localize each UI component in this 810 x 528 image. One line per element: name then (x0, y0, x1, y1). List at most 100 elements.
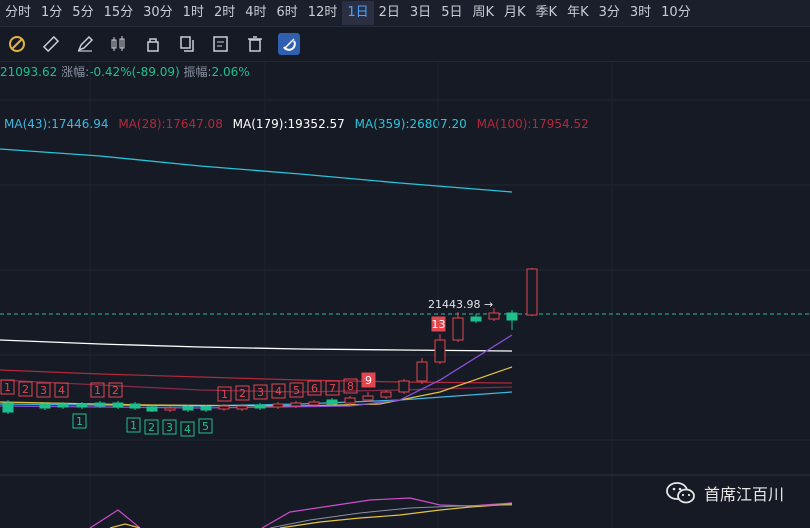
indicator-pink-line (89, 497, 513, 528)
candle-body (452, 317, 464, 341)
sequence-marker: 1 (90, 382, 105, 398)
copy-icon (180, 36, 194, 52)
timeframe-tab[interactable]: 1时 (182, 5, 204, 20)
timeframe-tab[interactable]: 2时 (213, 5, 236, 20)
sequence-marker-text: 2 (239, 387, 246, 400)
ruler-icon (42, 35, 60, 53)
ma-179-line (0, 339, 513, 352)
watermark-text: 首席江百川 (703, 485, 784, 504)
candle-body (434, 339, 446, 363)
change-label: 涨幅: (61, 65, 90, 79)
sequence-marker-text: 13 (432, 318, 446, 331)
sequence-marker: 9 (361, 372, 376, 388)
timeframe-tab[interactable]: 5日 (441, 5, 463, 20)
indicator-grey-line (269, 504, 513, 528)
candle-body (112, 402, 124, 408)
ma-28-line (0, 379, 513, 393)
candle-icon (111, 36, 125, 51)
timeframe-tab[interactable]: 周K (472, 5, 494, 20)
sequence-marker: 5 (289, 382, 304, 398)
sequence-marker: 4 (54, 382, 69, 398)
timeframe-tab[interactable]: 1日 (342, 1, 374, 25)
timeframe-tab[interactable]: 2日 (378, 5, 400, 20)
timeframe-tab[interactable]: 10分 (661, 5, 691, 20)
timeframe-tab[interactable]: 15分 (103, 5, 134, 20)
timeframe-tab[interactable]: 月K (504, 5, 526, 20)
sequence-marker: 2 (18, 381, 33, 397)
timeframe-tab[interactable]: 年K (567, 5, 589, 20)
sequence-marker: 3 (36, 382, 51, 398)
lock-tool[interactable] (136, 29, 170, 59)
timeframe-tab[interactable]: 1分 (41, 5, 63, 20)
sequence-marker: 8 (343, 378, 358, 394)
sequence-marker-text: 6 (311, 382, 318, 395)
lock-icon (147, 38, 159, 52)
indicator-panel (89, 497, 513, 528)
grid (0, 62, 810, 528)
candle-body (344, 397, 356, 404)
candle-body (94, 402, 106, 407)
sequence-marker: 2 (144, 419, 159, 435)
watermark: 首席江百川 (666, 480, 784, 506)
ma-28: MA(28):17647.08 (118, 117, 223, 131)
timeframe-tab[interactable]: 12时 (307, 5, 338, 20)
timeframe-tab[interactable]: 3分 (598, 5, 620, 20)
sequence-marker-text: 2 (148, 421, 155, 434)
candle-body (76, 403, 88, 408)
candle-body (506, 312, 518, 321)
timeframe-tab[interactable]: 3时 (629, 5, 652, 20)
sequence-marker: 4 (180, 421, 195, 437)
sequence-marker: 4 (271, 383, 286, 399)
sequence-marker-text: 1 (76, 415, 83, 428)
sequence-marker-text: 1 (94, 384, 101, 397)
indicator-yellow-line (109, 503, 513, 528)
sequence-marker-text: 4 (58, 384, 65, 397)
sequence-marker: 1 (126, 417, 141, 433)
candles (2, 268, 538, 414)
magnet-active-icon (278, 33, 300, 55)
ma-legend: MA(43):17446.94 MA(28):17647.08 MA(179):… (4, 117, 595, 131)
timeframe-tab[interactable]: 季K (535, 5, 558, 20)
timeframe-tab[interactable]: 分时 (5, 5, 32, 20)
timeframe-tab[interactable]: 6时 (276, 5, 298, 20)
ma-359-line (0, 148, 513, 193)
sequence-marker-text: 5 (293, 384, 300, 397)
timeframe-tab[interactable]: 5分 (72, 5, 94, 20)
trash-tool[interactable] (238, 29, 272, 59)
candle-body (200, 406, 212, 411)
magnet-active-tool[interactable] (272, 29, 306, 59)
copy-tool[interactable] (170, 29, 204, 59)
timeframe-tab[interactable]: 30分 (143, 5, 173, 20)
candle-body (182, 406, 194, 411)
magnet-icon (9, 36, 25, 52)
ma-359: MA(359):26807.20 (354, 117, 467, 131)
timeframe-tab[interactable]: 3日 (409, 5, 432, 20)
candle-body (164, 407, 176, 411)
magnet-tool[interactable] (0, 29, 34, 59)
pencil-tool[interactable] (68, 29, 102, 59)
sequence-marker-text: 3 (257, 386, 264, 399)
drawing-toolbar (0, 27, 810, 62)
sequence-marker: 2 (235, 385, 250, 401)
ma-179: MA(179):19352.57 (232, 117, 345, 131)
sequence-marker-text: 2 (112, 384, 119, 397)
sequence-marker-text: 9 (365, 374, 372, 387)
price-info: 21093.62 涨幅:-0.42%(-89.09) 振幅:2.06% (0, 63, 250, 80)
price-marker: 21443.98 → (428, 298, 493, 311)
sequence-marker-text: 7 (329, 382, 336, 395)
ruler-tool[interactable] (34, 29, 68, 59)
change-value: -0.42%(-89.09) (89, 65, 180, 79)
sequence-marker: 1 (72, 413, 87, 429)
candle-body (526, 268, 538, 316)
candle-body (236, 405, 248, 410)
candle-tool[interactable] (102, 29, 136, 59)
sequence-marker: 3 (162, 419, 177, 435)
edit-note-tool[interactable] (204, 29, 238, 59)
candle-body (290, 402, 302, 407)
candle-body (129, 403, 141, 409)
timeframe-tab[interactable]: 4时 (245, 5, 267, 20)
sequence-marker-text: 2 (22, 383, 29, 396)
pencil-icon (77, 35, 94, 52)
